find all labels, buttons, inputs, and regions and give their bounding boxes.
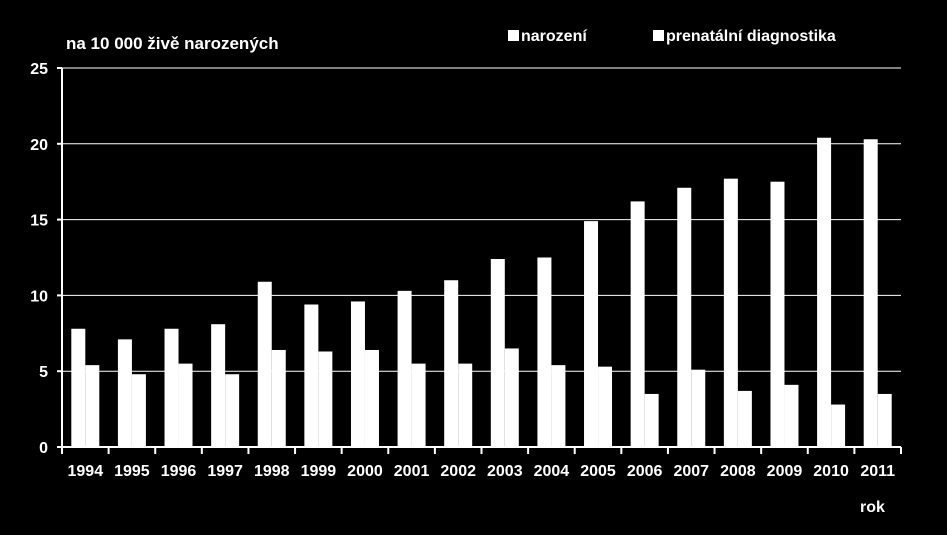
x-tick-label: 2011 bbox=[860, 463, 895, 480]
bar-prenatalni-diagnostika-1996 bbox=[178, 363, 193, 447]
y-tick-label: 15 bbox=[30, 213, 48, 230]
bar-narozeni-2001 bbox=[397, 290, 412, 447]
bar-narozeni-2002 bbox=[444, 280, 459, 447]
bar-prenatalni-diagnostika-2004 bbox=[551, 365, 566, 447]
bar-prenatalni-diagnostika-2006 bbox=[644, 393, 659, 447]
x-tick-label: 1996 bbox=[161, 463, 197, 480]
bar-prenatalni-diagnostika-2011 bbox=[877, 393, 892, 447]
x-tick-label: 2008 bbox=[720, 463, 756, 480]
bar-narozeni-2007 bbox=[677, 187, 692, 448]
bar-prenatalni-diagnostika-1997 bbox=[225, 374, 240, 447]
bar-prenatalni-diagnostika-2005 bbox=[598, 366, 613, 447]
y-axis-ticks: 0 5 10 15 20 25 bbox=[30, 61, 62, 457]
bar-prenatalni-diagnostika-2010 bbox=[831, 404, 846, 447]
bar-narozeni-2000 bbox=[350, 301, 365, 447]
legend-swatch-prenatalni-diagnostika bbox=[653, 30, 664, 41]
bar-prenatalni-diagnostika-2002 bbox=[458, 363, 473, 447]
bar-narozeni-2006 bbox=[630, 201, 645, 447]
x-tick-label: 2006 bbox=[627, 463, 663, 480]
y-axis-label: na 10 000 živě narozených bbox=[66, 34, 279, 53]
legend-label-prenatalni-diagnostika: prenatální diagnostika bbox=[666, 28, 836, 45]
bars bbox=[71, 137, 892, 448]
legend: narození prenatální diagnostika bbox=[508, 28, 836, 45]
gridlines bbox=[62, 67, 901, 372]
x-tick-label: 2005 bbox=[580, 463, 616, 480]
bar-narozeni-1995 bbox=[117, 339, 132, 447]
x-tick-label: 2004 bbox=[534, 463, 570, 480]
y-tick-label: 0 bbox=[39, 440, 48, 457]
bar-prenatalni-diagnostika-1998 bbox=[271, 349, 286, 447]
bar-narozeni-2004 bbox=[537, 257, 552, 447]
x-tick-label: 2002 bbox=[440, 463, 476, 480]
x-tick-label: 1998 bbox=[254, 463, 290, 480]
bar-prenatalni-diagnostika-1999 bbox=[318, 351, 333, 447]
bar-prenatalni-diagnostika-1994 bbox=[85, 365, 100, 447]
bar-prenatalni-diagnostika-2008 bbox=[737, 390, 752, 447]
y-tick-label: 25 bbox=[30, 61, 48, 78]
y-tick-label: 10 bbox=[30, 288, 48, 305]
x-tick-label: 1997 bbox=[207, 463, 243, 480]
x-axis-label: rok bbox=[860, 499, 885, 516]
x-tick-label: 2003 bbox=[487, 463, 523, 480]
x-tick-label: 2010 bbox=[813, 463, 849, 480]
bar-narozeni-2009 bbox=[770, 181, 785, 447]
bar-prenatalni-diagnostika-2001 bbox=[411, 363, 426, 447]
legend-swatch-narozeni bbox=[508, 30, 519, 41]
x-tick-label: 1999 bbox=[301, 463, 337, 480]
bar-prenatalni-diagnostika-2003 bbox=[504, 348, 519, 447]
bar-narozeni-2011 bbox=[863, 139, 878, 447]
y-tick-label: 20 bbox=[30, 137, 48, 154]
bar-narozeni-1998 bbox=[257, 281, 272, 447]
x-tick-label: 2000 bbox=[347, 463, 383, 480]
bar-narozeni-1997 bbox=[211, 324, 226, 447]
bar-prenatalni-diagnostika-2007 bbox=[691, 369, 706, 447]
bar-narozeni-2005 bbox=[584, 221, 599, 447]
legend-label-narozeni: narození bbox=[521, 28, 587, 45]
x-tick-label: 2009 bbox=[767, 463, 803, 480]
bar-prenatalni-diagnostika-2009 bbox=[784, 384, 799, 447]
bar-narozeni-1996 bbox=[164, 328, 179, 447]
bar-prenatalni-diagnostika-2000 bbox=[364, 349, 379, 447]
bar-narozeni-2010 bbox=[817, 137, 832, 447]
y-tick-label: 5 bbox=[39, 364, 48, 381]
bar-narozeni-1999 bbox=[304, 304, 319, 447]
bar-narozeni-2008 bbox=[723, 178, 738, 447]
bar-narozeni-2003 bbox=[490, 259, 505, 447]
x-tick-label: 1995 bbox=[114, 463, 150, 480]
x-tick-label: 1994 bbox=[68, 463, 104, 480]
x-tick-label: 2007 bbox=[673, 463, 709, 480]
x-tick-label: 2001 bbox=[394, 463, 430, 480]
x-axis-ticks: 1994 1995 1996 1997 1998 1999 2000 2001 2002 2003… bbox=[61, 447, 902, 480]
bar-prenatalni-diagnostika-1995 bbox=[131, 374, 146, 447]
bar-narozeni-1994 bbox=[71, 328, 86, 447]
